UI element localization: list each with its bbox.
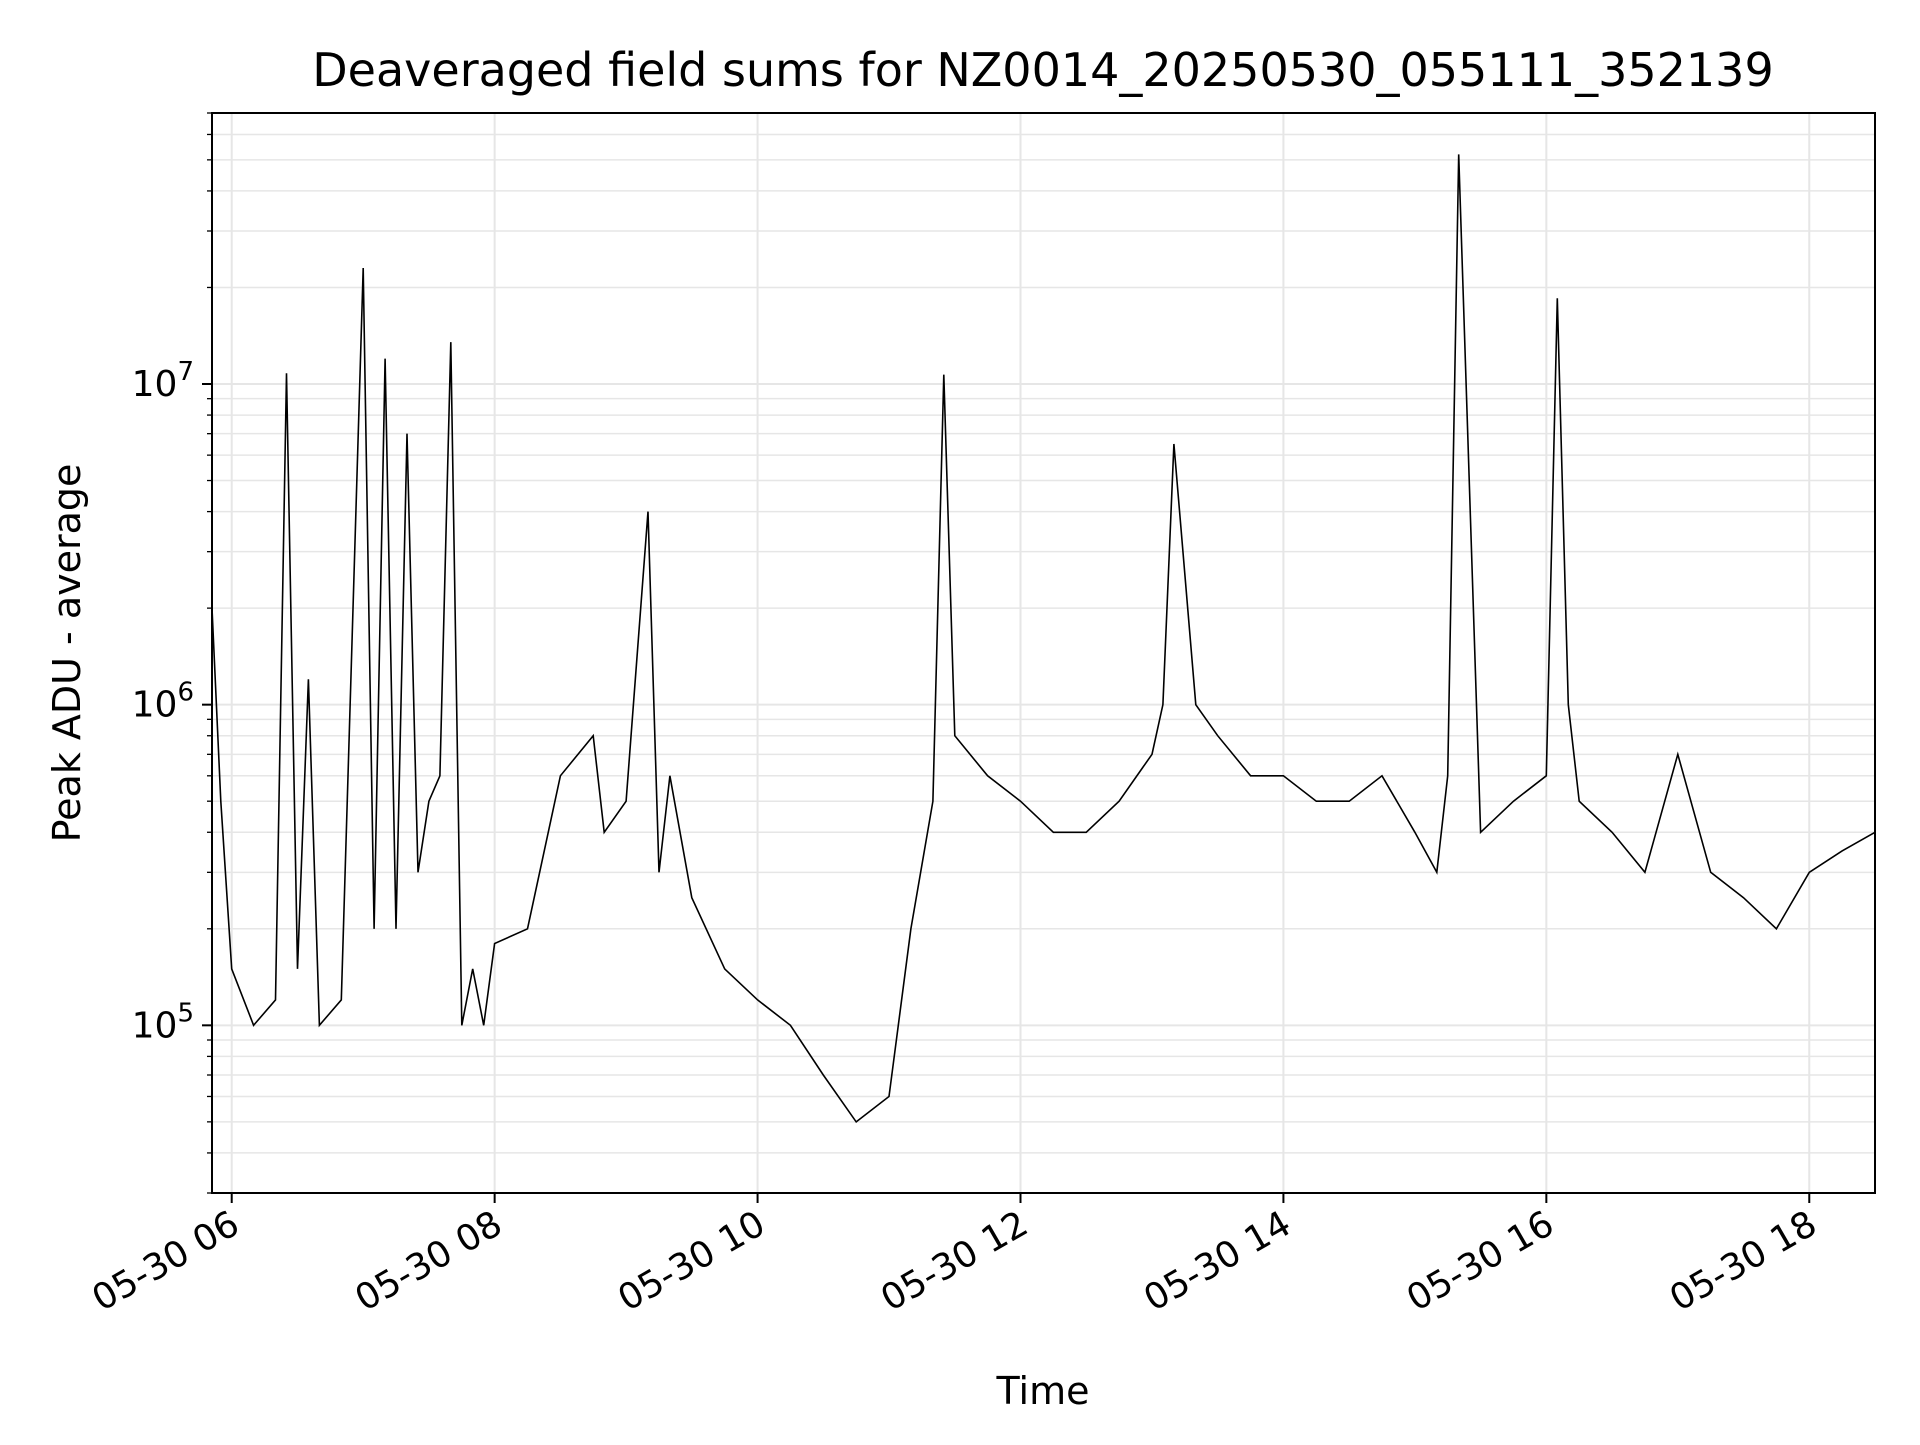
y-tick-label: 106 [132,678,194,726]
chart-title: Deaveraged field sums for NZ0014_2025053… [312,43,1773,97]
y-axis-label: Peak ADU - average [45,464,89,843]
y-tick-label: 107 [132,357,194,405]
plot-frame [211,112,1876,1194]
y-tick-label: 105 [132,998,194,1046]
grid [212,112,1875,1194]
series-line [211,154,1876,1124]
x-axis-label: Time [996,1369,1090,1413]
data-layer [211,154,1876,1124]
